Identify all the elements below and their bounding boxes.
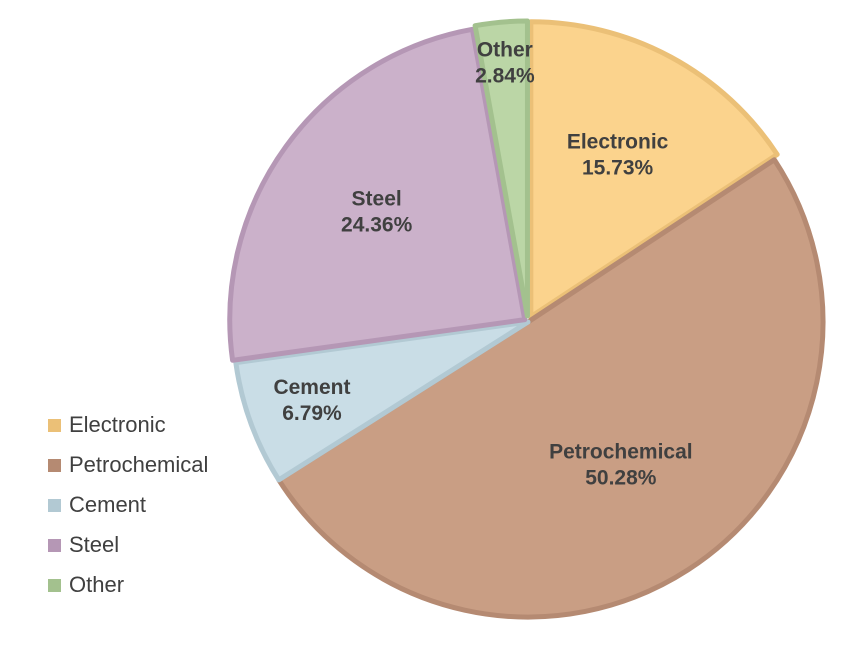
legend-swatch xyxy=(48,458,61,472)
legend-item-electronic: Electronic xyxy=(48,405,208,445)
legend-swatch xyxy=(48,498,61,512)
slice-label-electronic: Electronic xyxy=(567,131,669,154)
legend-label: Electronic xyxy=(69,412,166,437)
legend-label: Cement xyxy=(69,492,147,517)
slice-value-other: 2.84% xyxy=(475,64,535,87)
legend-item-steel: Steel xyxy=(48,525,208,565)
pie-slices xyxy=(227,18,826,620)
slice-petrochemical xyxy=(276,157,826,620)
slice-label-other: Other xyxy=(477,38,533,61)
slice-value-cement: 6.79% xyxy=(282,402,342,425)
legend-item-petrochemical: Petrochemical xyxy=(48,445,208,485)
slice-label-cement: Cement xyxy=(273,376,350,399)
legend-swatch xyxy=(48,538,61,552)
legend-label: Petrochemical xyxy=(69,452,209,477)
slice-cement xyxy=(233,319,531,483)
slice-electronic xyxy=(528,19,780,320)
pie-labels: Electronic 15.73% Petrochemical 50.28% Cemen… xyxy=(273,38,692,489)
legend: Electronic Petrochemical Cement Steel Other xyxy=(48,405,208,605)
legend-item-other: Other xyxy=(48,565,208,605)
slice-value-petrochemical: 50.28% xyxy=(585,467,657,490)
legend-swatch xyxy=(48,418,61,432)
slice-steel xyxy=(227,26,528,363)
slice-value-electronic: 15.73% xyxy=(582,157,654,180)
legend-label: Steel xyxy=(69,532,120,557)
legend-label: Other xyxy=(69,572,125,597)
slice-other xyxy=(472,18,530,319)
slice-label-petrochemical: Petrochemical xyxy=(549,441,693,464)
legend-item-cement: Cement xyxy=(48,485,208,525)
slice-label-steel: Steel xyxy=(352,187,402,210)
legend-swatch xyxy=(48,578,61,592)
slice-value-steel: 24.36% xyxy=(341,213,413,236)
